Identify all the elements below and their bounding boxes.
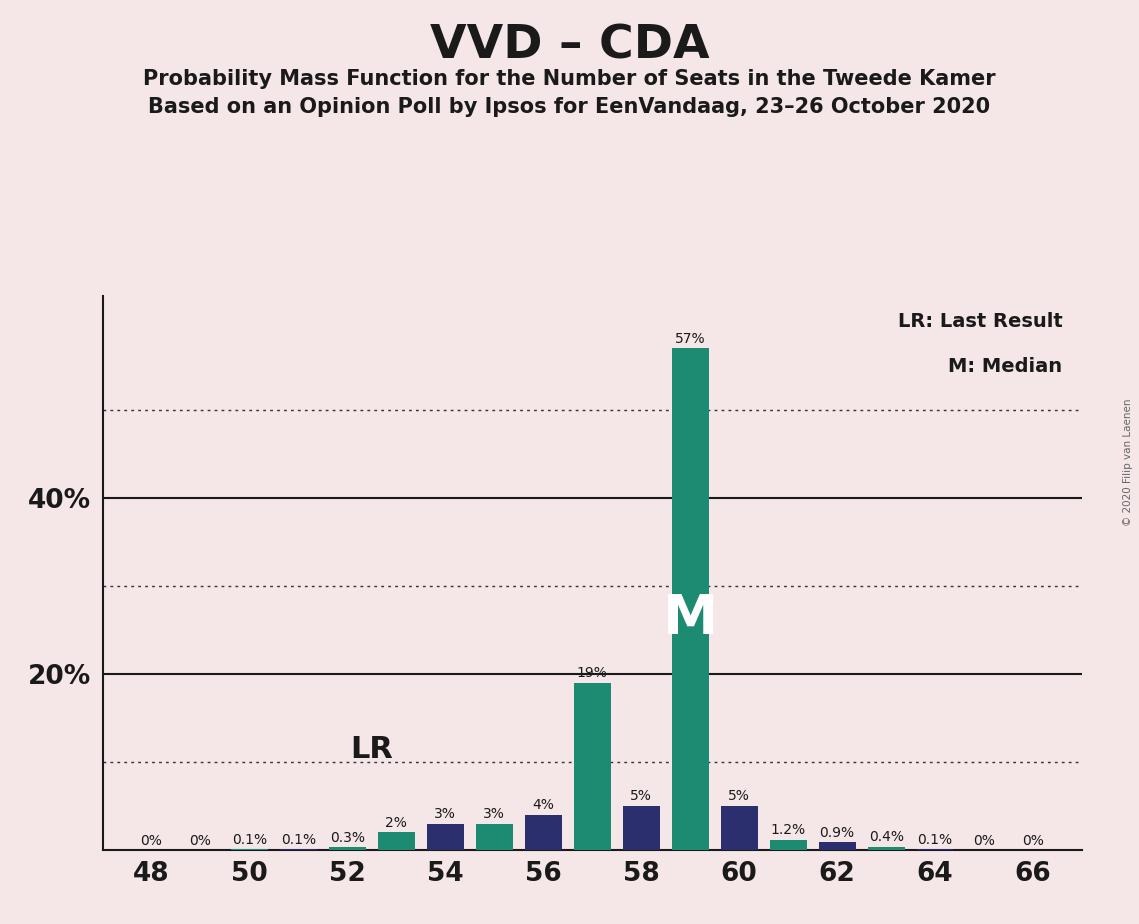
Text: VVD – CDA: VVD – CDA	[429, 23, 710, 68]
Bar	[868, 846, 904, 850]
Text: LR: Last Result: LR: Last Result	[898, 312, 1063, 332]
Bar	[770, 840, 806, 850]
Text: 3%: 3%	[483, 807, 506, 821]
Bar	[525, 815, 562, 850]
Text: 5%: 5%	[630, 789, 653, 804]
Bar	[721, 806, 757, 850]
Bar	[574, 683, 611, 850]
Text: M: M	[663, 592, 718, 647]
Text: 0.4%: 0.4%	[869, 830, 903, 844]
Bar	[623, 806, 659, 850]
Text: 5%: 5%	[728, 789, 751, 804]
Bar	[427, 823, 464, 850]
Text: Based on an Opinion Poll by Ipsos for EenVandaag, 23–26 October 2020: Based on an Opinion Poll by Ipsos for Ee…	[148, 97, 991, 117]
Text: 0%: 0%	[189, 834, 212, 848]
Text: M: Median: M: Median	[949, 357, 1063, 376]
Text: 0%: 0%	[140, 834, 163, 848]
Text: 0.9%: 0.9%	[820, 825, 854, 840]
Text: 4%: 4%	[532, 798, 555, 812]
Bar	[329, 847, 366, 850]
Bar	[819, 842, 855, 850]
Bar	[476, 823, 513, 850]
Text: 1.2%: 1.2%	[771, 823, 805, 837]
Bar	[378, 833, 415, 850]
Text: 57%: 57%	[675, 332, 705, 346]
Text: 0.1%: 0.1%	[918, 833, 952, 846]
Text: 0.1%: 0.1%	[232, 833, 267, 846]
Text: 3%: 3%	[434, 807, 457, 821]
Text: 2%: 2%	[385, 816, 408, 830]
Text: Probability Mass Function for the Number of Seats in the Tweede Kamer: Probability Mass Function for the Number…	[144, 69, 995, 90]
Text: 0%: 0%	[1022, 834, 1044, 848]
Text: 0.1%: 0.1%	[281, 833, 316, 846]
Text: 19%: 19%	[576, 666, 608, 680]
Text: 0%: 0%	[973, 834, 995, 848]
Bar	[672, 348, 708, 850]
Text: 0.3%: 0.3%	[330, 831, 364, 845]
Text: © 2020 Filip van Laenen: © 2020 Filip van Laenen	[1123, 398, 1133, 526]
Text: LR: LR	[351, 735, 393, 764]
